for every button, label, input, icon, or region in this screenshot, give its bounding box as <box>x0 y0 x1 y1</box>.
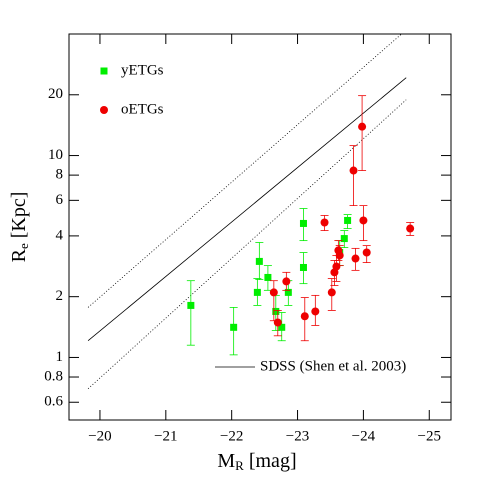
point <box>362 248 371 257</box>
x-axis-title: MR [mag] <box>217 450 296 473</box>
point <box>253 288 261 296</box>
point <box>187 301 195 309</box>
y-tick-label: 8 <box>56 167 64 183</box>
point <box>299 219 307 227</box>
legend-label: yETGs <box>121 62 164 78</box>
point <box>299 263 307 271</box>
point <box>406 224 415 233</box>
point <box>335 251 344 260</box>
point <box>269 288 278 297</box>
point <box>320 218 329 227</box>
point <box>264 273 272 281</box>
legend-label: SDSS (Shen et al. 2003) <box>260 358 406 374</box>
x-tick-label: −20 <box>88 428 111 444</box>
point <box>327 288 336 297</box>
y-tick-label: 20 <box>48 86 63 102</box>
x-tick-label: −25 <box>418 428 441 444</box>
point <box>359 216 368 225</box>
point <box>351 254 360 263</box>
reference-line <box>87 99 407 390</box>
point <box>349 166 358 175</box>
reference-line <box>87 34 403 308</box>
point <box>273 318 282 327</box>
point <box>230 323 238 331</box>
point <box>344 216 352 224</box>
x-tick-label: −23 <box>286 428 309 444</box>
x-tick-label: −21 <box>154 428 177 444</box>
y-tick-label: 0.8 <box>44 368 63 384</box>
point <box>272 307 280 315</box>
point <box>282 277 291 286</box>
y-tick-label: 6 <box>56 192 64 208</box>
y-axis-title: Re[Kpc] <box>8 192 31 263</box>
legend-marker <box>100 106 108 114</box>
point <box>340 235 348 243</box>
y-tick-label: 10 <box>48 147 63 163</box>
point <box>300 312 309 321</box>
point <box>255 257 263 265</box>
y-tick-label: 2 <box>56 288 64 304</box>
legend-marker <box>100 67 108 75</box>
y-tick-label: 4 <box>56 227 64 243</box>
x-tick-label: −22 <box>220 428 243 444</box>
reference-line <box>87 77 407 342</box>
point <box>358 122 367 131</box>
y-tick-label: 1 <box>56 349 64 365</box>
x-tick-label: −24 <box>352 428 376 444</box>
point <box>278 323 286 331</box>
point <box>332 262 341 271</box>
y-tick-label: 0.6 <box>44 394 63 410</box>
plot-frame <box>68 33 452 421</box>
point <box>284 288 292 296</box>
reference-lines <box>87 34 407 390</box>
legend-label: oETGs <box>121 101 164 117</box>
point <box>311 307 320 316</box>
